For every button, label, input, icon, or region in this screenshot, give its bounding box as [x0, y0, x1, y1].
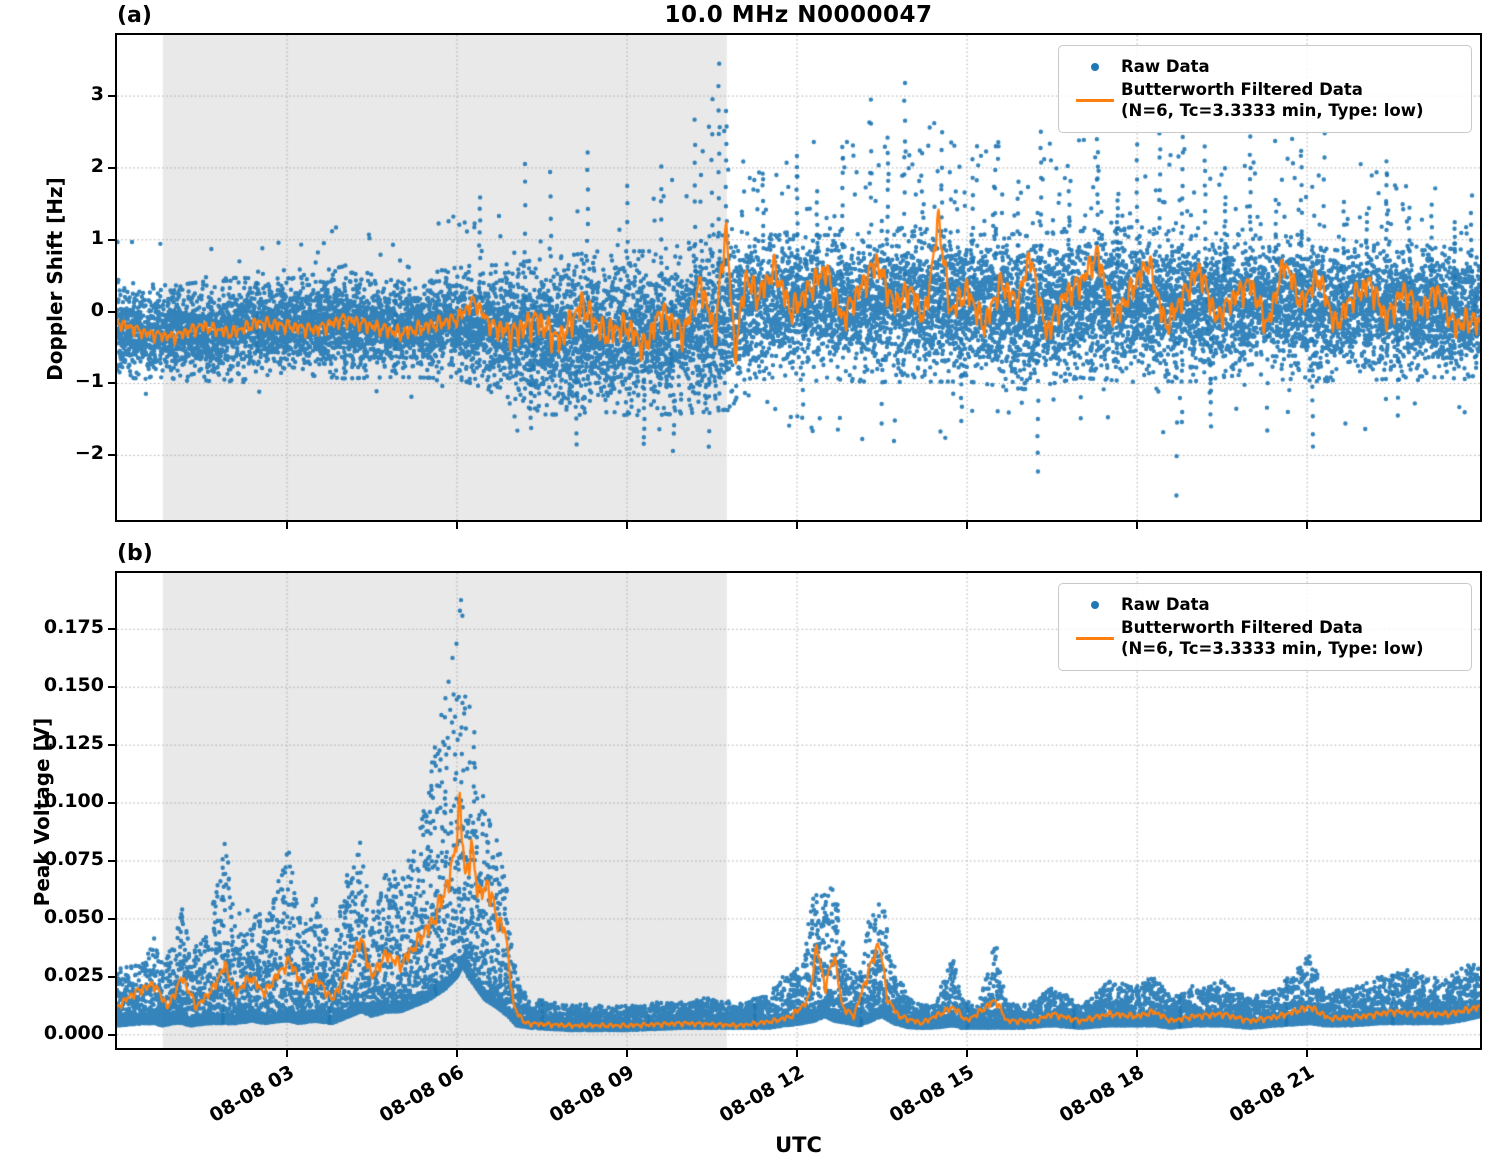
legend-raw-label: Raw Data	[1121, 57, 1210, 76]
panel-a-legend: Raw Data Butterworth Filtered Data (N=6,…	[1058, 45, 1472, 133]
legend-raw-label: Raw Data	[1121, 595, 1210, 614]
x-tick-mark	[456, 1050, 459, 1057]
x-tick-mark	[456, 522, 459, 529]
filtered-line-icon	[1069, 98, 1121, 102]
x-axis-label: UTC	[775, 1133, 822, 1157]
raw-data-dot-icon	[1069, 600, 1121, 609]
panel-b-legend: Raw Data Butterworth Filtered Data (N=6,…	[1058, 583, 1472, 671]
y-tick-mark	[108, 628, 115, 631]
y-tick-label: 0	[90, 298, 104, 321]
x-tick-mark	[966, 1050, 969, 1057]
legend-filtered-label: Butterworth Filtered Data (N=6, Tc=3.333…	[1121, 80, 1424, 120]
y-tick-label: −2	[74, 442, 104, 465]
x-tick-mark	[796, 1050, 799, 1057]
filtered-line-icon	[1069, 636, 1121, 640]
y-tick-label: −1	[74, 370, 104, 393]
x-tick-mark	[286, 522, 289, 529]
y-tick-mark	[108, 382, 115, 385]
y-tick-mark	[108, 454, 115, 457]
panel-a-letter: (a)	[117, 3, 152, 28]
figure-title: 10.0 MHz N0000047	[664, 2, 933, 28]
y-tick-label: 0.000	[43, 1021, 104, 1044]
y-tick-label: 0.025	[43, 963, 104, 986]
x-tick-mark	[626, 522, 629, 529]
y-tick-mark	[108, 917, 115, 920]
y-tick-mark	[108, 744, 115, 747]
y-tick-label: 0.100	[43, 790, 104, 813]
legend-entry-raw: Raw Data	[1069, 594, 1459, 615]
y-tick-mark	[108, 802, 115, 805]
x-tick-mark	[1306, 1050, 1309, 1057]
y-tick-label: 0.150	[43, 674, 104, 697]
y-tick-mark	[108, 686, 115, 689]
x-tick-mark	[1136, 1050, 1139, 1057]
y-tick-label: 2	[90, 154, 104, 177]
y-tick-mark	[108, 860, 115, 862]
y-tick-mark	[108, 310, 115, 313]
y-tick-mark	[108, 238, 115, 241]
y-tick-mark	[108, 95, 115, 98]
legend-entry-raw: Raw Data	[1069, 56, 1459, 77]
y-tick-label: 0.175	[43, 616, 104, 639]
x-tick-mark	[966, 522, 969, 529]
raw-data-dot-icon	[1069, 62, 1121, 71]
y-tick-label: 1	[90, 226, 104, 249]
x-tick-mark	[796, 522, 799, 529]
x-tick-mark	[1306, 522, 1309, 529]
legend-filtered-label: Butterworth Filtered Data (N=6, Tc=3.333…	[1121, 618, 1424, 658]
y-tick-label: 0.050	[43, 905, 104, 928]
y-tick-mark	[108, 1033, 115, 1036]
y-tick-label: 0.125	[43, 732, 104, 755]
x-tick-mark	[1136, 522, 1139, 529]
y-tick-label: 3	[90, 83, 104, 106]
panel-b-letter: (b)	[117, 541, 153, 566]
x-tick-mark	[626, 1050, 629, 1057]
y-tick-label: 0.075	[43, 848, 104, 870]
legend-entry-filtered: Butterworth Filtered Data (N=6, Tc=3.333…	[1069, 617, 1459, 659]
y-tick-mark	[108, 975, 115, 978]
legend-entry-filtered: Butterworth Filtered Data (N=6, Tc=3.333…	[1069, 79, 1459, 121]
x-tick-mark	[286, 1050, 289, 1057]
y-tick-mark	[108, 166, 115, 169]
